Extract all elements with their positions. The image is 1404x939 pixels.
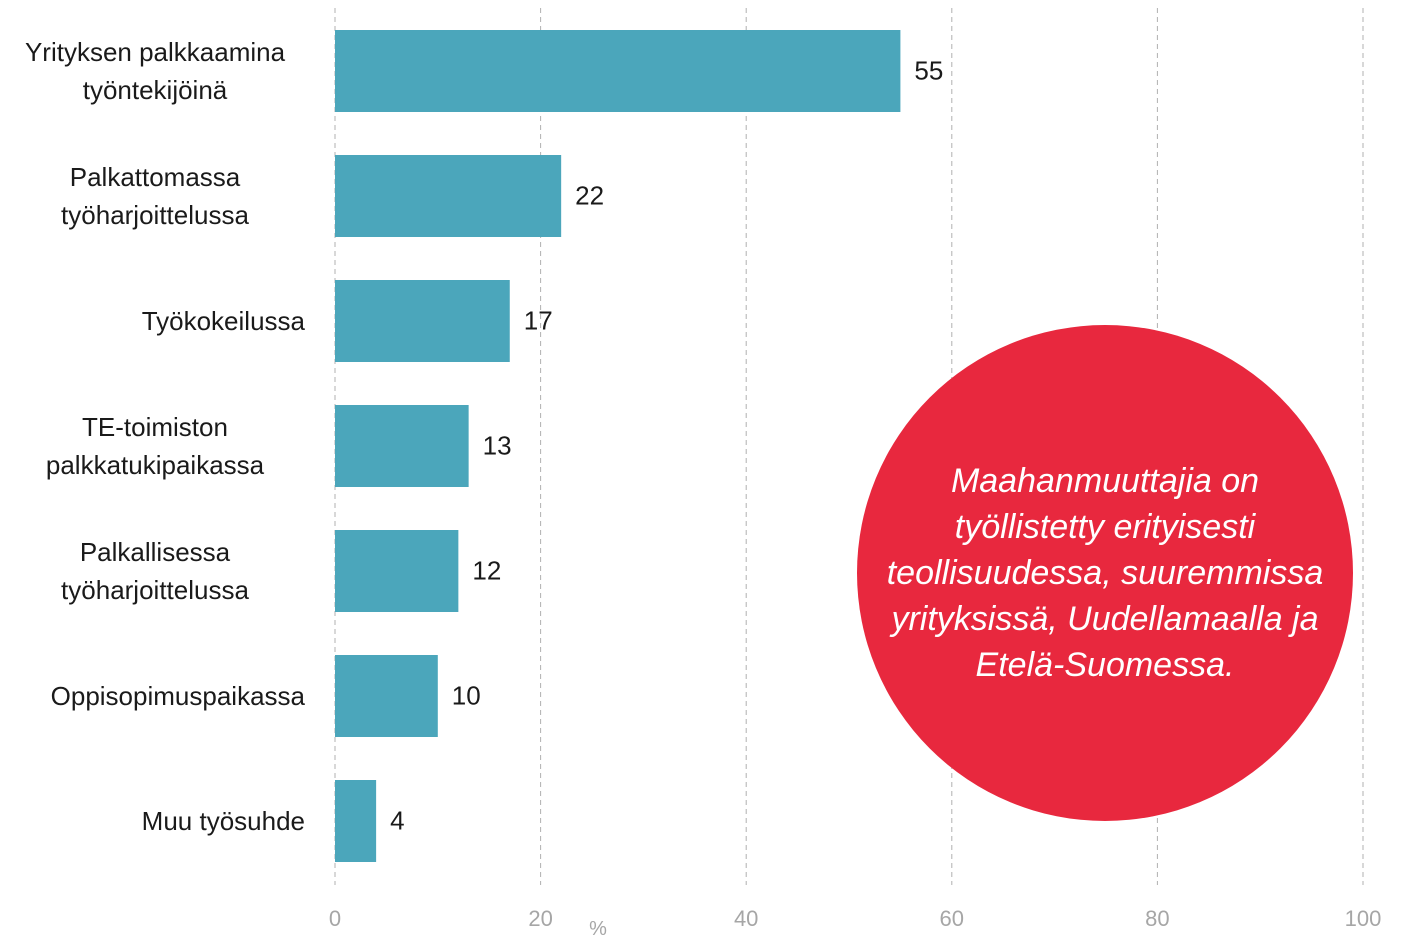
- x-tick-label: 100: [1344, 906, 1382, 931]
- bar: [335, 405, 469, 487]
- bar: [335, 30, 901, 112]
- value-label: 13: [482, 430, 512, 461]
- value-label: 17: [523, 305, 553, 336]
- x-tick-label: 20: [528, 906, 553, 931]
- bar: [335, 530, 459, 612]
- category-label: Palkallisessa työharjoittelussa: [61, 537, 249, 605]
- category-label: Yrityksen palkkaamina työntekijöinä: [24, 37, 286, 105]
- value-label: 55: [914, 55, 944, 86]
- bar: [335, 280, 510, 362]
- bar: [335, 155, 562, 237]
- category-label: Muu työsuhde: [141, 806, 305, 836]
- x-tick-label: 40: [733, 906, 759, 931]
- bar: [335, 655, 438, 737]
- value-label: 12: [472, 555, 502, 586]
- category-label: Palkattomassa työharjoittelussa: [61, 162, 249, 230]
- value-label: 4: [390, 805, 405, 836]
- value-label: 22: [575, 180, 605, 211]
- x-tick-label: 60: [939, 906, 965, 931]
- category-label: Työkokeilussa: [141, 306, 305, 336]
- category-label: Oppisopimuspaikassa: [50, 681, 305, 711]
- x-tick-label: 80: [1145, 906, 1170, 931]
- annotation: Maahanmuuttajia on työllistetty erityise…: [857, 325, 1353, 821]
- bar: [335, 780, 377, 862]
- value-label: 10: [451, 680, 481, 711]
- x-tick-label: 0: [328, 906, 342, 931]
- x-axis-label: %: [589, 918, 607, 939]
- category-label: TE-toimiston palkkatukipaikassa: [45, 412, 265, 480]
